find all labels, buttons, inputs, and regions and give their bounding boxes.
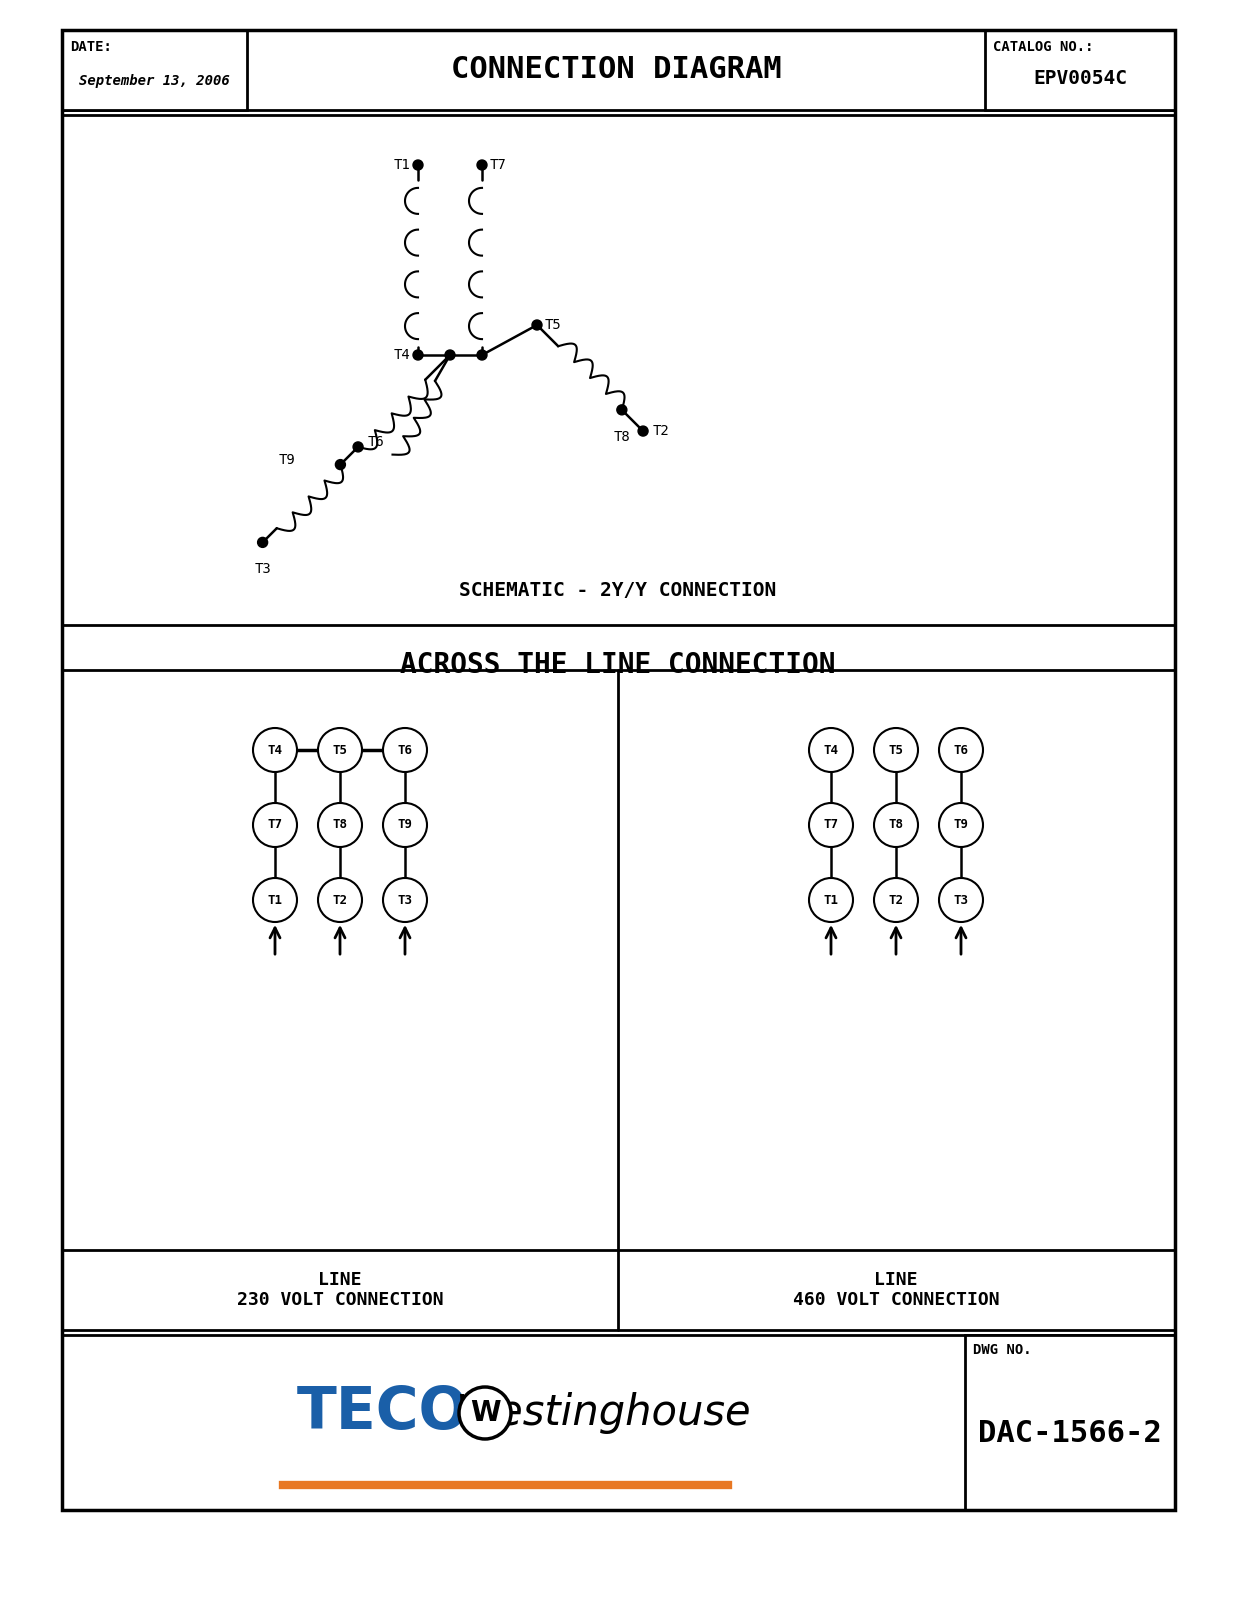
Text: DAC-1566-2: DAC-1566-2 [978, 1419, 1162, 1448]
Text: T6: T6 [369, 435, 385, 450]
Text: T5: T5 [546, 318, 562, 333]
Circle shape [459, 1387, 511, 1438]
Circle shape [318, 878, 362, 922]
Circle shape [445, 350, 455, 360]
Text: T1: T1 [393, 158, 409, 171]
Circle shape [939, 803, 983, 846]
Text: EPV0054C: EPV0054C [1033, 69, 1127, 88]
Circle shape [383, 728, 427, 773]
Text: DATE:: DATE: [71, 40, 111, 54]
Text: CONNECTION DIAGRAM: CONNECTION DIAGRAM [450, 56, 782, 85]
Bar [62, 1334, 1175, 1510]
Text: T8: T8 [888, 819, 903, 832]
Text: T6: T6 [954, 744, 969, 757]
Text: T1: T1 [267, 893, 282, 907]
Text: T7: T7 [824, 819, 839, 832]
Text: T1: T1 [824, 893, 839, 907]
Text: W: W [470, 1398, 500, 1427]
Circle shape [257, 538, 267, 547]
Text: T4: T4 [267, 744, 282, 757]
Circle shape [318, 728, 362, 773]
Bar [62, 30, 1175, 110]
Circle shape [875, 878, 918, 922]
Text: T9: T9 [954, 819, 969, 832]
Circle shape [532, 320, 542, 330]
Text: T2: T2 [888, 893, 903, 907]
Circle shape [809, 878, 854, 922]
Circle shape [383, 803, 427, 846]
Circle shape [318, 803, 362, 846]
Text: T7: T7 [490, 158, 507, 171]
Bar [965, 1334, 1175, 1510]
Text: T3: T3 [954, 893, 969, 907]
Text: T3: T3 [255, 562, 271, 576]
Bar [62, 30, 1175, 1510]
Text: T9: T9 [278, 453, 296, 467]
Text: September 13, 2006: September 13, 2006 [79, 74, 229, 88]
Text: CATALOG NO.:: CATALOG NO.: [993, 40, 1094, 54]
Text: T8: T8 [333, 819, 348, 832]
Circle shape [809, 803, 854, 846]
Text: T3: T3 [397, 893, 412, 907]
Text: SCHEMATIC - 2Y/Y CONNECTION: SCHEMATIC - 2Y/Y CONNECTION [459, 581, 777, 600]
Text: T5: T5 [888, 744, 903, 757]
Text: T6: T6 [397, 744, 412, 757]
Text: LINE
230 VOLT CONNECTION: LINE 230 VOLT CONNECTION [236, 1270, 443, 1309]
Circle shape [413, 160, 423, 170]
Text: DWG NO.: DWG NO. [974, 1342, 1032, 1357]
Text: TECO: TECO [297, 1384, 469, 1442]
Text: T7: T7 [267, 819, 282, 832]
Text: Westinghouse: Westinghouse [455, 1392, 751, 1434]
Bar [985, 30, 1175, 110]
Text: T2: T2 [333, 893, 348, 907]
Circle shape [939, 728, 983, 773]
Text: T5: T5 [333, 744, 348, 757]
Circle shape [383, 878, 427, 922]
Circle shape [254, 728, 297, 773]
Text: LINE
460 VOLT CONNECTION: LINE 460 VOLT CONNECTION [793, 1270, 999, 1309]
Circle shape [477, 350, 487, 360]
Text: T9: T9 [397, 819, 412, 832]
Circle shape [335, 459, 345, 470]
Circle shape [638, 426, 648, 437]
Text: ACROSS THE LINE CONNECTION: ACROSS THE LINE CONNECTION [401, 651, 836, 678]
Circle shape [477, 160, 487, 170]
Circle shape [254, 878, 297, 922]
Circle shape [254, 803, 297, 846]
Circle shape [617, 405, 627, 414]
Circle shape [939, 878, 983, 922]
Bar [62, 670, 1175, 1330]
Circle shape [353, 442, 364, 451]
Text: T2: T2 [653, 424, 669, 438]
Text: T8: T8 [614, 430, 630, 443]
Circle shape [809, 728, 854, 773]
Text: T4: T4 [824, 744, 839, 757]
Bar [62, 115, 1175, 626]
Circle shape [875, 728, 918, 773]
Text: T4: T4 [393, 349, 409, 362]
Bar [62, 30, 247, 110]
Circle shape [875, 803, 918, 846]
Circle shape [413, 350, 423, 360]
